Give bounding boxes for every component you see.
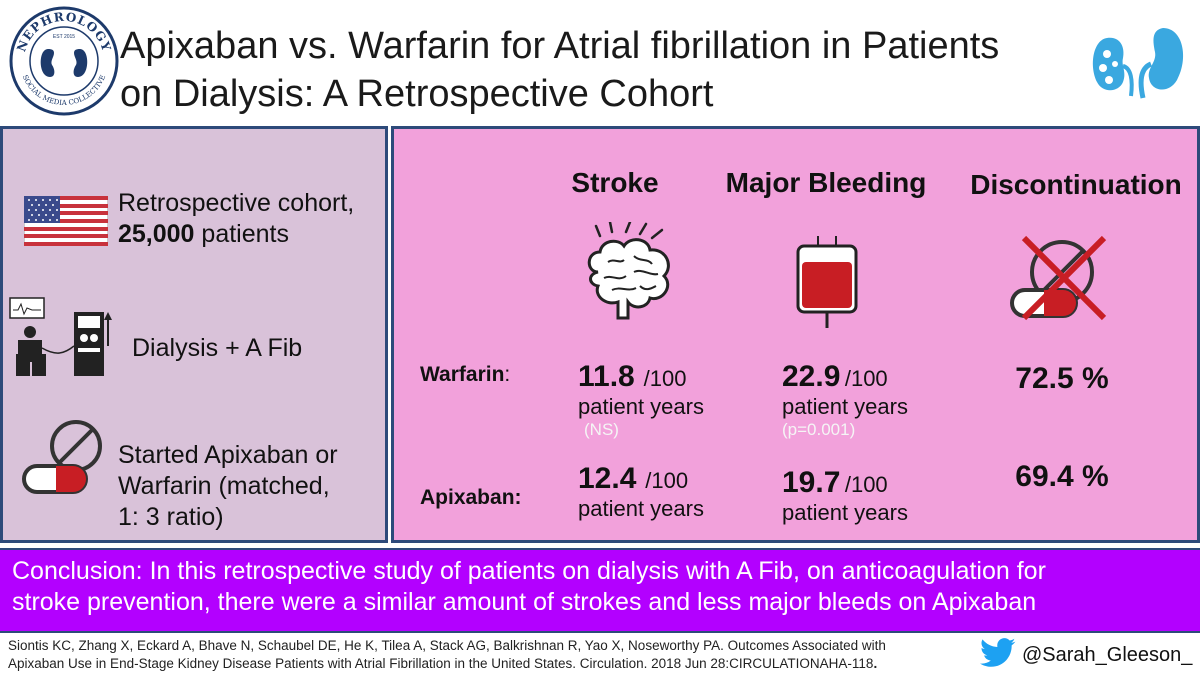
pill-icon xyxy=(20,420,106,505)
row-label-warfarin: Warfarin: xyxy=(420,363,510,387)
title-line-1: Apixaban vs. Warfarin for Atrial fibrill… xyxy=(120,25,1000,67)
citation-line-2: Apixaban Use in End-Stage Kidney Disease… xyxy=(8,655,948,673)
apixaban-stroke-value: 12.4 xyxy=(578,462,637,495)
apixaban-bleeding-py: patient years xyxy=(782,500,908,525)
cohort-count: 25,000 xyxy=(118,220,195,248)
started-line-1: Started Apixaban or xyxy=(118,441,338,469)
twitter-bird-icon xyxy=(980,638,1016,673)
dialysis-afib-text: Dialysis + A Fib xyxy=(132,334,303,362)
cohort-text: Retrospective cohort, 25,000 patients xyxy=(118,188,386,250)
kidney-icon xyxy=(1085,18,1195,108)
warfarin-bleeding-cell: 22.9 /100 patient years (p=0.001) xyxy=(782,360,908,440)
warfarin-bleeding-unit: /100 xyxy=(844,366,888,391)
brain-icon xyxy=(578,220,688,337)
warfarin-bleeding-py: patient years xyxy=(782,394,908,419)
warfarin-stroke-py: patient years xyxy=(578,394,704,419)
warfarin-stroke-note: (NS) xyxy=(584,420,619,439)
apixaban-bleeding-value: 19.7 xyxy=(782,466,841,499)
warfarin-stroke-cell: 11.8 /100 patient years (NS) xyxy=(578,360,704,440)
warfarin-bleeding-note: (p=0.001) xyxy=(782,420,856,439)
apixaban-stroke-cell: 12.4 /100 patient years xyxy=(578,462,704,522)
cohort-line-1: Retrospective cohort, xyxy=(118,189,355,217)
citation-line-1: Siontis KC, Zhang X, Eckard A, Bhave N, … xyxy=(8,638,886,653)
row-label-apixaban: Apixaban: xyxy=(420,486,522,509)
apixaban-stroke-py: patient years xyxy=(578,496,704,521)
apixaban-stroke-unit: /100 xyxy=(645,468,689,493)
us-flag-icon xyxy=(23,195,109,251)
warfarin-colon: : xyxy=(504,363,511,386)
conclusion-banner: Conclusion: In this retrospective study … xyxy=(0,548,1200,633)
warfarin-bleeding-value: 22.9 xyxy=(782,360,841,393)
warfarin-label: Warfarin xyxy=(420,363,505,386)
logo-est: EST 2015 xyxy=(53,34,75,40)
warfarin-stroke-unit: /100 xyxy=(643,366,687,391)
nephrology-logo: NEPHROLOGY SOCIAL MEDIA COLLECTIVE EST 2… xyxy=(8,5,120,117)
citation-end: . xyxy=(873,656,878,671)
started-drug-text: Started Apixaban or Warfarin (matched, 1… xyxy=(118,440,386,533)
discontinued-pill-icon xyxy=(1006,232,1112,327)
title-line-2: on Dialysis: A Retrospective Cohort xyxy=(120,73,714,115)
results-panel xyxy=(391,126,1200,543)
started-line-3: 1: 3 ratio) xyxy=(118,503,224,531)
apixaban-bleeding-unit: /100 xyxy=(844,472,888,497)
conclusion-line-2: stroke prevention, there were a similar … xyxy=(12,588,1037,616)
twitter-handle[interactable]: @Sarah_Gleeson_ xyxy=(1022,644,1193,666)
apixaban-discontinuation-value: 69.4 % xyxy=(1015,460,1109,493)
dialysis-machine-icon xyxy=(8,296,118,383)
cohort-suffix: patients xyxy=(194,220,289,248)
citation-line-2-text: Apixaban Use in End-Stage Kidney Disease… xyxy=(8,656,874,671)
conclusion-line-1: Conclusion: In this retrospective study … xyxy=(12,557,1046,585)
page-title: Apixaban vs. Warfarin for Atrial fibrill… xyxy=(120,22,1070,118)
cohort-line-2: 25,000 patients xyxy=(118,219,386,250)
header-discontinuation: Discontinuation xyxy=(970,169,1182,200)
citation: Siontis KC, Zhang X, Eckard A, Bhave N, … xyxy=(8,637,948,673)
header-major-bleeding: Major Bleeding xyxy=(725,167,927,198)
blood-bag-icon xyxy=(792,236,862,337)
started-line-2: Warfarin (matched, xyxy=(118,472,330,500)
warfarin-discontinuation-value: 72.5 % xyxy=(1015,362,1109,395)
header-stroke: Stroke xyxy=(571,167,659,198)
apixaban-bleeding-cell: 19.7 /100 patient years xyxy=(782,466,908,526)
warfarin-stroke-value: 11.8 xyxy=(578,360,635,393)
